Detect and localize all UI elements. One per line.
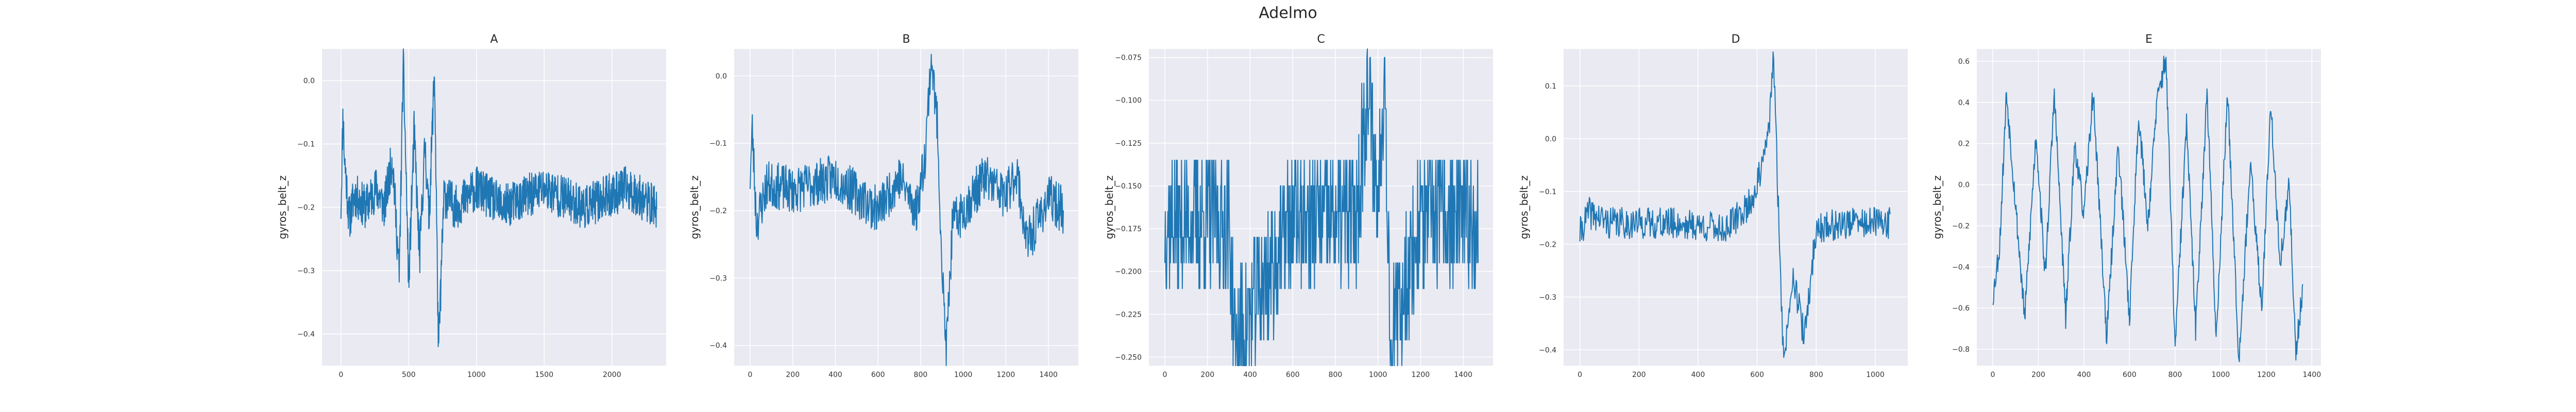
x-tick-label: 1400 [1039,371,1058,379]
y-tick-label: −0.2 [1952,222,1970,230]
x-tick-label: 1200 [997,371,1015,379]
x-tick-label: 600 [1286,371,1300,379]
x-tick-label: 600 [1750,371,1764,379]
series-line [340,48,657,347]
x-tick-label: 0 [748,371,753,379]
y-axis-label: gyros_belt_z [1931,176,1943,239]
y-tick-label: 0.0 [1545,135,1556,143]
y-tick-label: −0.4 [297,331,315,339]
y-tick-label: −0.1 [1539,188,1556,196]
subplot-b: 0 200 400 600 800 1000 1200 1400 0.0 −0.1 −0.2 −0.3… [688,33,1078,379]
y-tick-label: −0.8 [1952,346,1970,354]
series-line [1164,48,1479,366]
y-tick-label: 0.2 [1958,140,1970,148]
x-tick-label: 1200 [2257,371,2276,379]
subplot-d: 0 200 400 600 800 1000 0.1 0.0 −0.1 −0.2 −0.3 −0.4 D… [1518,33,1908,379]
y-tick-label: −0.4 [1539,346,1556,354]
x-tick-label: 1200 [1412,371,1430,379]
x-tick-label: 400 [828,371,842,379]
x-tick-label: 1000 [954,371,973,379]
panels: 0 500 1000 1500 20000.0−0.1−0.2−0.3−0.4Agyro… [276,33,2321,379]
series-line [750,54,1064,366]
x-tick-label: 800 [1329,371,1343,379]
subplot-title: C [1317,33,1325,46]
x-tick-label: 200 [1200,371,1214,379]
x-tick-label: 1000 [1369,371,1387,379]
x-tick-label: 800 [2168,371,2182,379]
x-tick-label: 200 [786,371,800,379]
x-tick-label: 400 [2077,371,2091,379]
plot-area [1977,49,2321,366]
y-tick-label: 0.1 [1545,82,1556,91]
x-tick-label: 600 [2123,371,2137,379]
x-tick-label: 0 [1163,371,1167,379]
plot-area [734,49,1078,366]
y-axis-label: gyros_belt_z [276,176,289,239]
y-tick-label: −0.4 [709,342,727,350]
x-tick-label: 200 [1632,371,1646,379]
x-tick-label: 1000 [2212,371,2230,379]
subplot-title: A [490,33,498,46]
x-tick-label: 0 [1991,371,1995,379]
series-line [1992,56,2303,363]
subplot-a: 0 500 1000 1500 2000 0.0 −0.1 −0.2 −0.3 −0.4 Agyro… [276,33,666,379]
x-tick-label: 800 [914,371,928,379]
y-axis-label: gyros_belt_z [1518,176,1530,239]
y-tick-label: −0.200 [1115,268,1142,276]
subplot-title: B [902,33,910,46]
y-tick-label: −0.150 [1115,182,1142,191]
plot-area [1564,49,1908,366]
x-tick-label: 200 [2031,371,2045,379]
x-tick-label: 1000 [467,371,486,379]
y-tick-label: −0.6 [1952,304,1970,313]
y-tick-label: −0.2 [1539,241,1556,249]
y-tick-label: 0.0 [303,77,315,85]
x-tick-label: 1000 [1866,371,1885,379]
x-tick-label: 0 [1578,371,1582,379]
series-line [1579,51,1891,358]
x-tick-label: 2000 [603,371,621,379]
y-axis-label: gyros_belt_z [688,176,701,239]
subplot-title: D [1732,33,1740,46]
x-tick-label: 800 [1809,371,1823,379]
y-tick-label: −0.4 [1952,263,1970,271]
x-tick-label: 0 [338,371,343,379]
y-tick-label: −0.3 [709,274,727,283]
y-tick-label: −0.3 [1539,294,1556,302]
subplot-title: E [2145,33,2153,46]
y-tick-label: −0.225 [1115,311,1142,319]
y-tick-label: 0.0 [1958,181,1970,190]
figure-title: Adelmo [1259,4,1317,22]
x-tick-label: 400 [1691,371,1705,379]
x-tick-label: 1400 [2302,371,2321,379]
y-tick-label: 0.0 [716,72,727,80]
y-tick-label: 0.4 [1958,99,1970,107]
y-tick-label: 0.6 [1958,58,1970,66]
y-tick-label: −0.2 [709,207,727,215]
y-tick-label: −0.3 [297,267,315,276]
y-tick-label: −0.100 [1115,97,1142,105]
y-tick-label: −0.1 [297,141,315,149]
x-tick-label: 1400 [1454,371,1472,379]
x-tick-label: 400 [1243,371,1257,379]
x-tick-label: 1500 [535,371,553,379]
y-tick-label: −0.1 [709,140,727,148]
x-tick-label: 600 [871,371,885,379]
subplot-e: 0 200 400 600 800 1000 1200 1400 0.6 0.4 0.2 0.0 −0.… [1931,33,2321,379]
y-axis-label: gyros_belt_z [1103,176,1115,239]
subplot-c: 0 200 400 600 800 1000 1200 1400 −0.075 −0.100 −0.… [1103,33,1493,379]
y-tick-label: −0.2 [297,204,315,212]
y-tick-label: −0.075 [1115,54,1142,62]
y-tick-label: −0.250 [1115,353,1142,362]
y-tick-label: −0.175 [1115,225,1142,233]
y-tick-label: −0.125 [1115,140,1142,148]
x-tick-label: 500 [402,371,416,379]
